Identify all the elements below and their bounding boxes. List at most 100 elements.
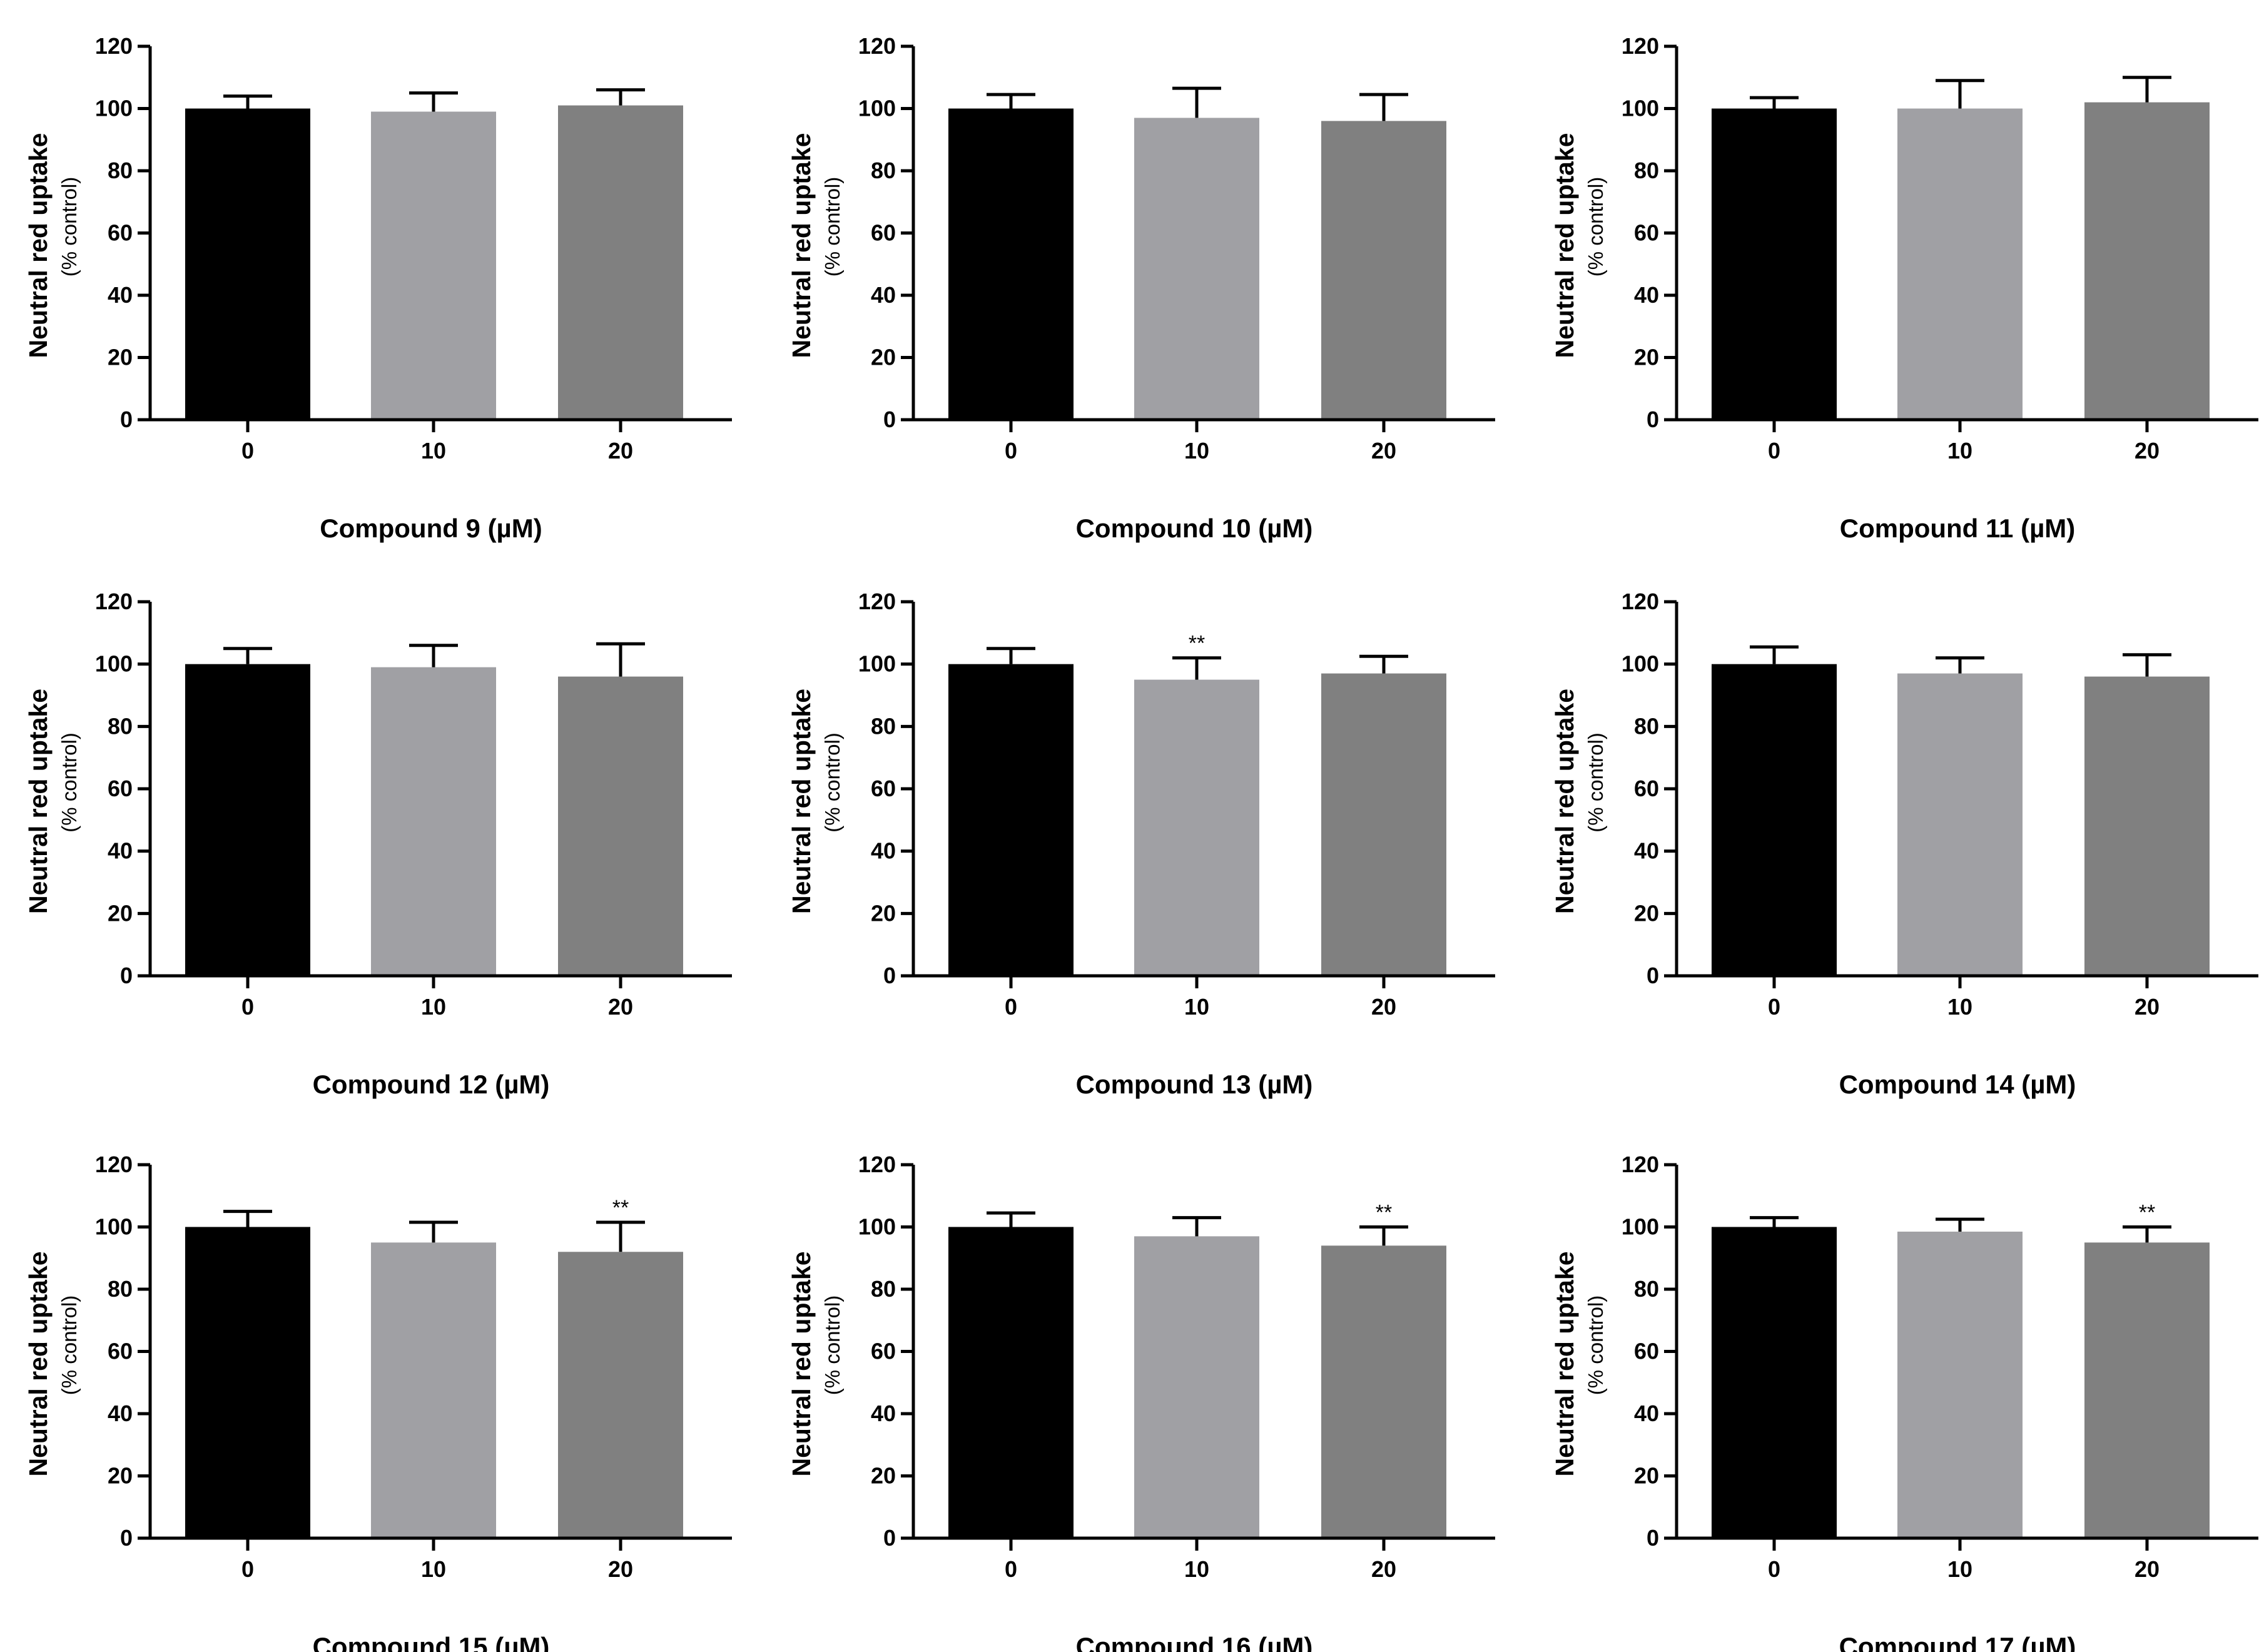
y-tick-label: 20	[1634, 900, 1659, 926]
bar-conc-10	[371, 111, 496, 420]
x-tick-label: 0	[241, 994, 254, 1020]
x-tick-label: 20	[2135, 1556, 2160, 1582]
y-axis-title: Neutral red uptake	[1550, 1252, 1579, 1477]
bar-conc-20	[558, 1252, 683, 1538]
error-bar	[409, 91, 458, 112]
bar-conc-20	[1321, 121, 1446, 420]
significance-marker: **	[612, 1196, 629, 1220]
chart-panel: 0 10 ** 20 0 20 40 60 80 100 120 Compound 15 (µM) Ne…	[24, 1152, 732, 1652]
y-tick-label: 40	[871, 1401, 896, 1426]
error-bar	[2123, 76, 2171, 103]
bar-conc-10	[1134, 679, 1259, 976]
y-axis-subtitle: (% control)	[58, 732, 81, 833]
x-tick-label: 20	[608, 438, 633, 464]
chart-panel: 0 ** 10 20 0 20 40 60 80 100 120 Compound 13 (µM) Ne…	[787, 589, 1495, 1099]
y-tick-label: 40	[108, 1401, 133, 1426]
y-tick-label: 60	[108, 220, 133, 246]
y-tick-label: 20	[108, 1463, 133, 1489]
x-tick-label: 10	[1184, 1556, 1209, 1582]
y-tick-label: 0	[120, 1525, 133, 1551]
y-tick-label: 80	[1634, 713, 1659, 739]
bar-conc-10	[1897, 1231, 2023, 1538]
y-tick-label: 120	[95, 589, 133, 614]
x-axis-title: Compound 10 (µM)	[1076, 514, 1313, 543]
y-axis-subtitle: (% control)	[1584, 1295, 1607, 1396]
error-bar	[1172, 656, 1221, 680]
y-tick-label: 100	[858, 96, 896, 121]
bar-conc-0	[948, 664, 1074, 976]
y-tick-label: 0	[883, 963, 896, 988]
bar-conc-0	[185, 664, 310, 976]
y-tick-label: 80	[871, 158, 896, 183]
y-tick-label: 80	[108, 158, 133, 183]
x-axis-title: Compound 11 (µM)	[1840, 514, 2076, 543]
error-bar	[1936, 656, 1984, 674]
y-axis-title: Neutral red uptake	[24, 689, 53, 914]
y-tick-label: 100	[1622, 1214, 1659, 1240]
y-axis-subtitle: (% control)	[821, 732, 844, 833]
error-bar	[1936, 1217, 1984, 1232]
bar-conc-20	[2084, 676, 2210, 976]
y-tick-label: 60	[1634, 220, 1659, 246]
y-tick-label: 0	[120, 963, 133, 988]
y-tick-label: 80	[1634, 158, 1659, 183]
y-axis-title: Neutral red uptake	[24, 133, 53, 358]
error-bar	[1936, 79, 1984, 109]
x-tick-label: 20	[1371, 994, 1396, 1020]
y-tick-label: 120	[858, 1152, 896, 1177]
y-tick-label: 40	[1634, 282, 1659, 308]
chart-panel: 0 10 20 0 20 40 60 80 100 120 Compound 14 (µM) Neut…	[1550, 589, 2258, 1099]
x-tick-label: 10	[1184, 994, 1209, 1020]
y-tick-label: 80	[871, 1276, 896, 1302]
chart-panel: 0 10 20 0 20 40 60 80 100 120 Compound 12 (µM) Neut…	[24, 589, 732, 1099]
error-bar	[409, 644, 458, 667]
y-tick-label: 20	[871, 345, 896, 370]
y-tick-label: 80	[108, 713, 133, 739]
chart-panel: 0 10 ** 20 0 20 40 60 80 100 120 Compound 16 (µM) Ne…	[787, 1152, 1495, 1652]
y-tick-label: 0	[1647, 1525, 1659, 1551]
x-tick-label: 10	[421, 1556, 446, 1582]
error-bar	[987, 647, 1035, 664]
y-axis-subtitle: (% control)	[1584, 732, 1607, 833]
x-tick-label: 0	[1768, 1556, 1780, 1582]
y-tick-label: 100	[95, 651, 133, 677]
error-bar	[2123, 653, 2171, 677]
y-tick-label: 120	[858, 589, 896, 614]
y-tick-label: 120	[1622, 33, 1659, 59]
y-axis-title: Neutral red uptake	[1550, 133, 1579, 358]
x-axis-title: Compound 9 (µM)	[320, 514, 542, 543]
error-bar	[1359, 1225, 1408, 1246]
error-bar	[1359, 93, 1408, 121]
y-tick-label: 60	[1634, 1339, 1659, 1364]
bar-conc-20	[2084, 1242, 2210, 1538]
y-tick-label: 80	[871, 713, 896, 739]
y-tick-label: 40	[1634, 1401, 1659, 1426]
error-bar	[1750, 645, 1799, 664]
x-axis-title: Compound 17 (µM)	[1839, 1632, 2076, 1652]
x-tick-label: 20	[1371, 1556, 1396, 1582]
x-tick-label: 20	[2135, 994, 2160, 1020]
y-axis-title: Neutral red uptake	[787, 1252, 816, 1477]
error-bar	[987, 1211, 1035, 1227]
x-axis-title: Compound 16 (µM)	[1076, 1632, 1313, 1652]
bar-conc-20	[558, 105, 683, 420]
error-bar	[409, 1220, 458, 1243]
error-bar	[596, 1220, 645, 1252]
x-axis-title: Compound 12 (µM)	[313, 1070, 550, 1099]
y-tick-label: 40	[108, 282, 133, 308]
error-bar	[2123, 1225, 2171, 1243]
y-tick-label: 0	[1647, 963, 1659, 988]
x-tick-label: 20	[2135, 438, 2160, 464]
error-bar	[596, 642, 645, 677]
x-tick-label: 20	[1371, 438, 1396, 464]
chart-panel: 0 10 20 0 20 40 60 80 100 120 Compound 9 (µM) Neutr…	[24, 33, 732, 543]
bar-conc-10	[1134, 1236, 1259, 1538]
significance-marker: **	[2139, 1201, 2155, 1225]
x-tick-label: 10	[1947, 438, 1972, 464]
error-bar	[223, 647, 272, 664]
y-tick-label: 80	[1634, 1276, 1659, 1302]
x-tick-label: 10	[1184, 438, 1209, 464]
y-tick-label: 120	[95, 33, 133, 59]
x-tick-label: 10	[1947, 1556, 1972, 1582]
bar-conc-10	[371, 1242, 496, 1538]
